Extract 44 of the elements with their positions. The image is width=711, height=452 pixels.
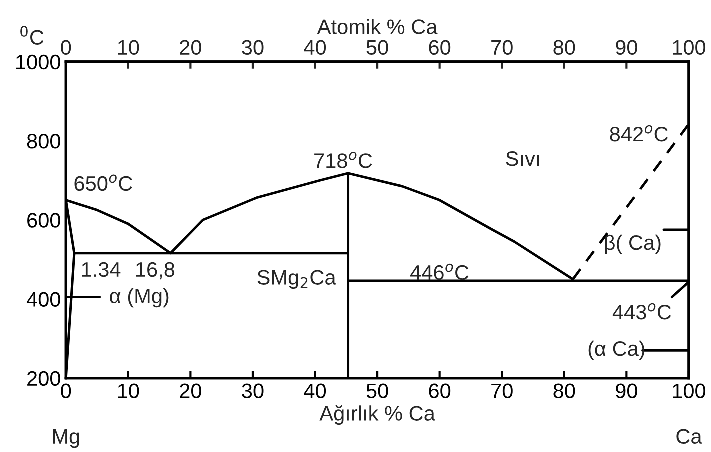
- x-tick-label: 80: [554, 40, 576, 56]
- y-tick-label: 1000: [16, 54, 60, 70]
- x2-tick-label: 60: [429, 384, 451, 398]
- annotation: 842$^{o}$C: [610, 125, 668, 142]
- annotation: Sıvı: [506, 151, 540, 166]
- y-axis-title: $^{0}$C: [20, 26, 44, 45]
- text: Ca: [676, 429, 702, 444]
- y-tick-label: 200: [28, 371, 60, 386]
- y-tick-label: 800: [27, 134, 60, 149]
- x2-tick-label: 80: [554, 384, 576, 398]
- x-tick-label: 70: [492, 40, 513, 56]
- annotation: α (Mg): [110, 288, 169, 308]
- x-tick-label: 50: [366, 40, 388, 56]
- x-tick-label: 30: [242, 40, 264, 56]
- x2-axis-title: Atomik % Ca: [317, 19, 438, 34]
- annotation: β( Ca): [605, 234, 661, 254]
- text: Mg: [53, 429, 80, 448]
- x2-tick-label: 100: [673, 384, 706, 398]
- x-tick-label: 0: [61, 40, 72, 56]
- x-tick-label: 10: [118, 40, 140, 56]
- x-tick-label: 60: [429, 40, 451, 56]
- x2-tick-label: 30: [242, 384, 264, 398]
- y-tick-label: 400: [26, 292, 60, 307]
- x-tick-label: 90: [616, 40, 638, 56]
- annotation: 718$^{o}$C: [314, 152, 372, 168]
- x-tick-label: 100: [673, 40, 706, 56]
- annotation: SMg$_{2}$Ca: [258, 270, 336, 290]
- x-tick-label: 20: [180, 40, 202, 56]
- x2-tick-label: 20: [180, 384, 202, 398]
- x2-tick-label: 40: [304, 384, 326, 398]
- annotation: 446$^{o}$C: [410, 264, 469, 280]
- x2-tick-label: 50: [366, 384, 388, 398]
- x-tick-label: 40: [304, 40, 326, 56]
- x2-tick-label: 90: [616, 384, 638, 398]
- x2-tick-label: 70: [492, 384, 513, 398]
- annotation: 650$^{o}$C: [74, 174, 132, 192]
- annotation: 443$^{o}$C: [612, 303, 672, 320]
- annotation: 16,8: [136, 262, 175, 280]
- annotation: 1.34: [82, 262, 121, 278]
- x2-tick-label: 0: [61, 384, 72, 398]
- x2-tick-label: 10: [118, 384, 140, 398]
- annotation: (α Ca): [588, 340, 645, 360]
- x-axis-title: Ağırlık % Ca: [320, 405, 436, 426]
- y-tick-label: 600: [28, 213, 60, 228]
